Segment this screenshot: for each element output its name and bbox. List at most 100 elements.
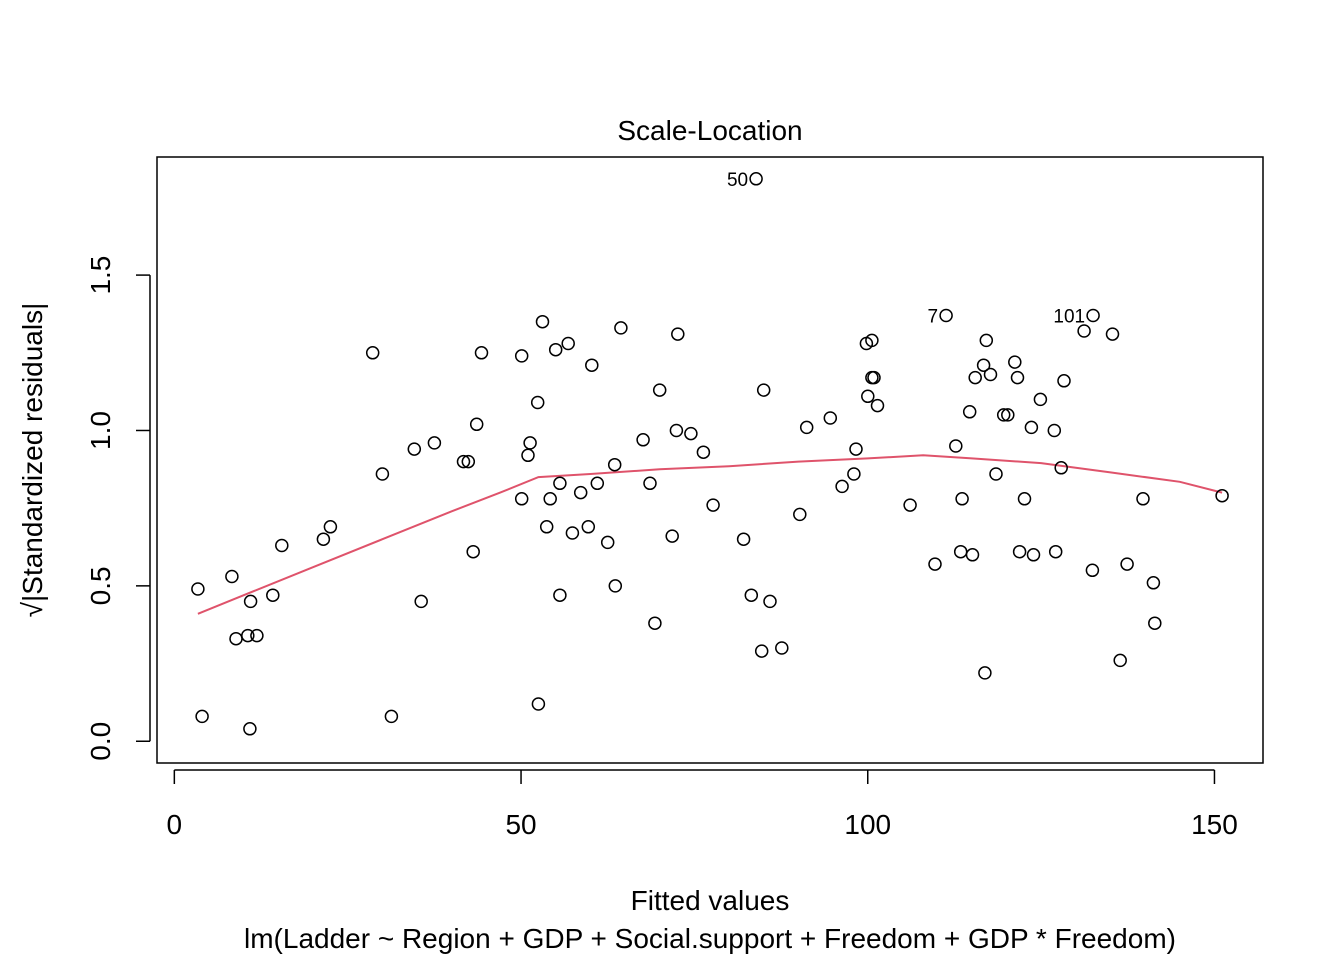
data-point [1008,355,1022,369]
point-label: 101 [1053,307,1085,328]
data-point [978,666,992,680]
data-point [756,383,771,397]
data-point [461,454,476,469]
data-point [266,588,280,602]
data-point [535,314,550,329]
data-point [665,529,679,543]
y-tick-label: 0.0 [85,722,116,761]
data-point [607,457,622,472]
data-point [1033,392,1048,407]
data-point [553,588,567,602]
data-point [983,367,998,382]
data-point [585,358,599,372]
data-point [375,467,390,481]
data-point [1146,576,1161,590]
data-point [427,436,442,450]
x-tick-label: 50 [505,809,536,840]
data-point [775,641,789,655]
data-point [530,395,545,410]
data-point [543,492,557,506]
data-point [835,479,849,494]
x-axis: 0 50 100 150 [167,769,1238,840]
data-point [407,442,422,456]
data-point [865,333,879,348]
data-point [1136,492,1150,506]
data-point [414,594,428,609]
data-point [867,370,881,385]
x-tick-label: 150 [1191,809,1238,840]
x-tick-label: 100 [844,809,891,840]
data-point [744,588,759,602]
data-point [962,405,977,419]
data-point [384,709,399,724]
smoother-line [197,454,1223,615]
data-point [706,498,720,512]
data-point [531,697,546,711]
data-point [474,346,489,360]
data-point [466,544,480,559]
data-point [1105,327,1120,341]
data-point [1048,544,1063,559]
data-point [1001,408,1015,422]
data-point [965,548,980,562]
data-point [243,722,257,736]
point-label: 50 [727,170,748,191]
data-point [1148,616,1162,630]
data-point [241,628,255,643]
data-point [763,594,777,609]
x-tick-label: 0 [167,809,183,840]
data-point [849,442,863,456]
data-point [573,485,588,500]
data-point [1054,461,1068,475]
data-point [989,467,1003,481]
data-point [548,342,563,357]
data-point [1024,420,1039,435]
data-point [847,467,861,481]
data-point [1012,544,1027,559]
plot-frame [156,156,1264,764]
data-point [1085,563,1100,578]
data-point [736,532,751,546]
data-point [316,532,331,546]
point-labels-layer: 50 7 101 [727,170,1085,328]
data-point [1026,548,1041,562]
data-point [870,398,885,413]
data-point [1077,324,1091,338]
data-point [696,445,711,459]
data-point [955,492,969,506]
data-point [250,628,264,643]
data-point [229,631,243,646]
data-point [1086,308,1100,323]
data-point [191,582,205,596]
data-point [561,336,575,351]
data-point [903,498,917,512]
data-point [1010,370,1025,385]
data-point [1017,492,1032,506]
model-formula-subtitle: lm(Ladder ~ Region + GDP + Social.suppor… [244,923,1176,954]
data-point [1057,374,1071,388]
data-point [823,411,838,425]
data-point [976,358,991,372]
data-point [365,346,380,360]
data-point [614,321,628,335]
data-point [243,594,258,609]
data-point [749,172,763,186]
data-point [225,569,239,584]
smoother-layer [197,454,1223,615]
data-point [1113,653,1127,668]
data-point [469,417,484,432]
data-point [608,579,623,593]
chart-title: Scale-Location [617,115,802,146]
data-point [939,308,953,323]
points-layer [191,172,1229,736]
data-point [553,476,567,491]
data-point [590,476,605,491]
data-point [539,520,554,534]
data-point [648,616,662,630]
data-point [514,492,529,506]
data-point [953,544,968,559]
data-point [275,538,289,553]
x-axis-title: Fitted values [631,885,790,916]
data-point [514,349,529,363]
